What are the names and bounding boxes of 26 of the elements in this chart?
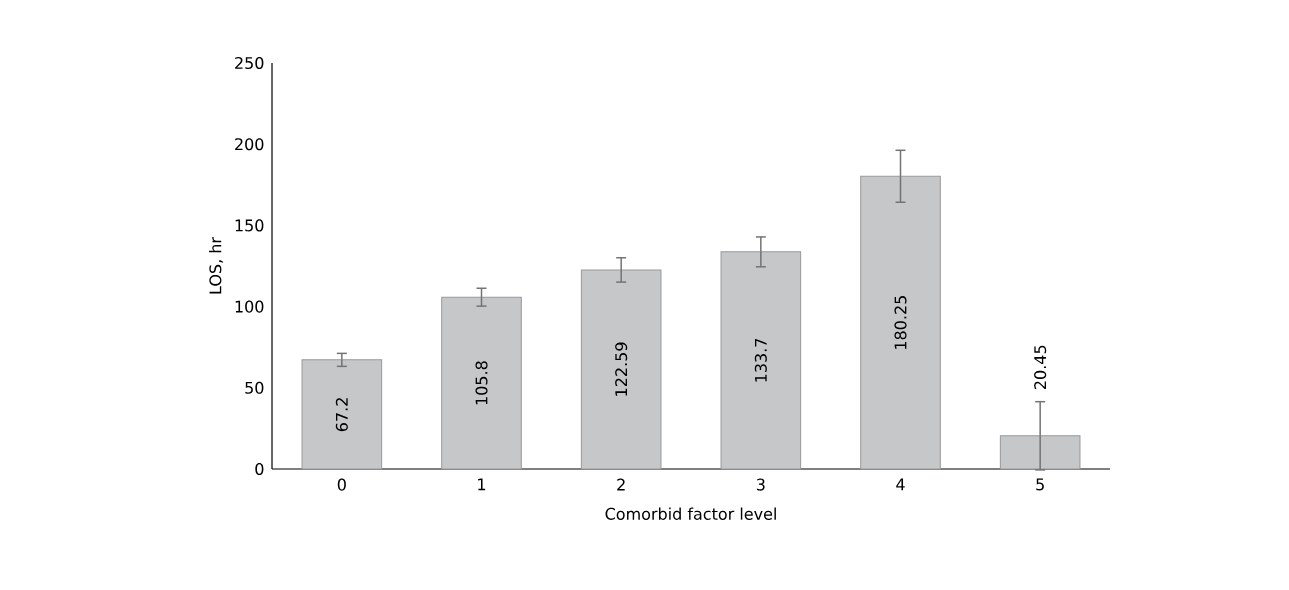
bar <box>580 269 662 470</box>
bar <box>999 435 1081 470</box>
y-tick-label: 100 <box>235 300 264 313</box>
data-label: 67.2 <box>335 398 348 432</box>
x-tick-label: 3 <box>756 478 765 491</box>
y-tick-label: 50 <box>245 381 264 394</box>
x-tick-label: 2 <box>617 478 625 491</box>
bar <box>301 359 383 470</box>
bar <box>720 251 802 470</box>
data-label: 105.8 <box>475 361 488 405</box>
y-axis-title: LOS, hr <box>209 237 224 294</box>
x-tick-label: 1 <box>478 478 486 491</box>
x-axis-title: Comorbid factor level <box>605 507 776 520</box>
data-label: 133.7 <box>754 338 767 382</box>
y-tick-label: 0 <box>255 462 264 476</box>
y-tick-label: 200 <box>235 138 264 151</box>
y-tick-label: 150 <box>235 219 264 232</box>
data-label: 180.25 <box>894 296 907 349</box>
x-tick-label: 0 <box>337 478 346 491</box>
x-tick-label: 4 <box>896 478 905 491</box>
x-tick-label: 5 <box>1036 478 1044 491</box>
bar <box>860 175 941 470</box>
bar <box>441 296 522 470</box>
y-tick-label: 250 <box>235 56 264 70</box>
data-label: 122.59 <box>615 342 628 396</box>
data-label: 20.45 <box>1034 345 1047 389</box>
